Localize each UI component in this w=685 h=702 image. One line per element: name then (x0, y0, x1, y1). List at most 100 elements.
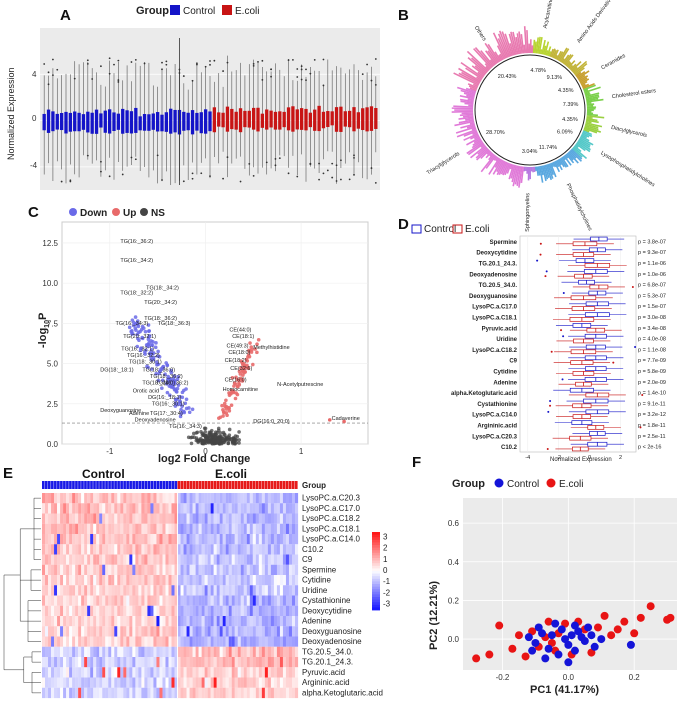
panel-e-cell (87, 503, 91, 514)
panel-e-cell (147, 534, 151, 545)
panel-a-box (51, 111, 55, 132)
panel-e-cell (255, 677, 259, 688)
panel-e-cell (81, 513, 85, 524)
panel-e-cell (84, 687, 88, 699)
panel-e-cell (225, 493, 229, 504)
panel-e-cell (69, 595, 73, 606)
panel-a-outlier (331, 176, 334, 179)
panel-e-cell (279, 523, 284, 535)
panel-e-cell (120, 605, 124, 617)
panel-e-cell (102, 646, 106, 658)
panel-a-outlier (222, 177, 224, 180)
panel-e-cell (48, 554, 52, 565)
panel-e-cell (147, 523, 151, 535)
panel-e-cell (264, 523, 268, 535)
panel-e-cell (57, 554, 61, 565)
panel-e-cell (99, 626, 103, 637)
panel-e-cell (234, 626, 238, 637)
panel-b-bar (496, 45, 506, 60)
panel-e-cell (189, 687, 193, 699)
panel-b-bar (484, 63, 491, 70)
panel-b-bar (568, 64, 574, 70)
panel-e-cell (249, 687, 253, 699)
panel-e-cell (57, 667, 61, 678)
panel-e-cell (282, 667, 287, 678)
panel-e-cell (201, 636, 205, 647)
panel-e-cell (294, 554, 299, 565)
panel-c-point-label: Homocarnitine (223, 387, 258, 393)
panel-d-outlier (562, 292, 565, 295)
panel-e-cell (162, 595, 166, 606)
panel-e-cell (219, 636, 223, 647)
panel-e-cell (96, 657, 100, 668)
panel-b-bar (465, 87, 477, 93)
panel-e-cell (273, 534, 278, 545)
panel-e-cell (57, 646, 61, 658)
panel-e-group-cell (54, 481, 57, 489)
panel-c-point-label: TG(16:_32:1) (121, 347, 154, 353)
panel-a-outlier (370, 79, 373, 82)
panel-e-cell (279, 513, 284, 524)
panel-e-cell (216, 667, 220, 678)
panel-e-cell (156, 595, 160, 606)
panel-e-cell (165, 646, 169, 658)
panel-e-cell (285, 513, 290, 524)
panel-a-outlier (43, 63, 46, 65)
panel-f-ytick: 0.2 (448, 596, 460, 605)
panel-c-point-ns (215, 440, 219, 445)
panel-c-point-down (149, 348, 154, 352)
panel-c-point-down (165, 390, 170, 395)
panel-e-cell (135, 503, 139, 514)
panel-e-cell (60, 544, 64, 555)
panel-b-bar (466, 136, 481, 146)
panel-e-group-cell (81, 481, 84, 489)
panel-e-cell (192, 534, 196, 545)
panel-e-cell (54, 564, 58, 576)
panel-a-box (116, 113, 121, 130)
panel-e-cell (132, 646, 136, 658)
panel-e-cell (180, 544, 184, 555)
panel-e-cell (162, 523, 166, 535)
panel-e-cell (282, 657, 287, 668)
panel-b-bar (476, 76, 482, 81)
panel-c-ylabel: -log10P (37, 313, 51, 348)
panel-e-cell (111, 626, 115, 637)
panel-e-cell (153, 677, 157, 688)
panel-b-bar (502, 162, 509, 176)
panel-e-cell (273, 677, 278, 688)
panel-a-legend-control: Control (183, 6, 215, 17)
panel-e-cell (141, 564, 145, 576)
panel-e-cell (231, 503, 235, 514)
panel-e-group-cell (189, 481, 193, 489)
panel-e-cell (57, 585, 61, 596)
panel-e-cell (93, 585, 97, 596)
panel-e-cell (102, 585, 106, 596)
panel-e-cell (231, 493, 235, 504)
panel-e-scale-step (372, 545, 380, 548)
panel-e-scale-step (372, 602, 380, 606)
panel-e-cell (63, 595, 67, 606)
panel-c-ytick: 5.0 (47, 360, 59, 369)
panel-d-category: Cytidine (493, 370, 517, 376)
panel-e-cell (150, 575, 154, 586)
panel-e-cell (261, 626, 265, 637)
panel-e-cell (132, 544, 136, 555)
panel-e-cell (123, 554, 127, 565)
panel-e-cell (210, 636, 214, 647)
panel-d-pvalue: p = 1.1e-06 (638, 261, 666, 267)
panel-b-bar (472, 83, 479, 88)
panel-e-cell (171, 523, 175, 535)
panel-e-cell (126, 523, 130, 535)
panel-e-cell (234, 564, 238, 576)
panel-d-outlier (549, 400, 552, 403)
panel-e-cell (45, 513, 49, 524)
panel-e-cell (66, 626, 70, 637)
panel-e-cell (141, 595, 145, 606)
panel-e-cell (213, 534, 217, 545)
panel-e-cell (96, 616, 100, 627)
panel-e-cell (87, 523, 91, 535)
panel-e-cell (48, 605, 52, 617)
panel-a-box (103, 110, 107, 133)
panel-e-cell (72, 554, 76, 565)
panel-e-cell (222, 534, 226, 545)
